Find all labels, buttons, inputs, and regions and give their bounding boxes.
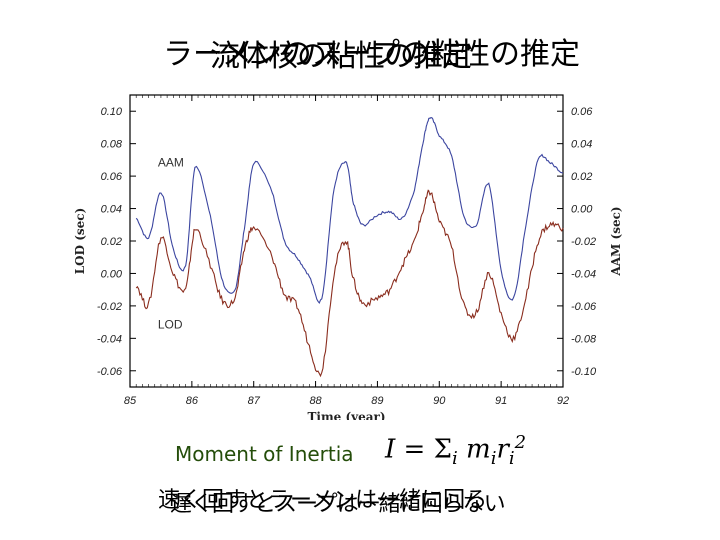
x-tick-label: 89 <box>371 395 383 407</box>
y-left-tick-label: -0.02 <box>97 301 122 313</box>
y-left-tick-label: 0.02 <box>101 236 122 248</box>
y-right-tick-label: 0.04 <box>571 139 592 151</box>
formula-mass-index: i <box>490 447 497 469</box>
slide-title: ラーメンのスープの粘性の推定 流体核の粘性の推定 <box>0 30 720 80</box>
bottom-caption-soup: 遅く回すとスープは一緒に回らない <box>170 492 506 517</box>
y-right-tick-label: -0.10 <box>571 366 597 378</box>
lod-aam-chart: 85 86 87 88 89 90 91 92 0.10 0.08 0.06 0.04 0.02 0.00… <box>73 94 623 420</box>
plot-frame <box>129 94 564 388</box>
x-tick-label: 87 <box>248 395 261 407</box>
formula-radius: r <box>496 434 509 465</box>
y-right-tick-label: 0.00 <box>571 204 593 216</box>
y-left-axis-title: LOD (sec) <box>73 208 87 275</box>
bottom-caption-ramen: 速く回すとラーメンは一緒に回る <box>158 488 488 513</box>
x-axis-title: Time (year) <box>307 410 385 420</box>
slide-title-ramen: ラーメンのスープの粘性の推定 <box>163 37 580 72</box>
x-tick-label: 88 <box>309 395 322 407</box>
y-right-axis-title: AAM (sec) <box>609 206 623 276</box>
formula-exponent: 2 <box>514 432 527 453</box>
y-right-tick-label: -0.08 <box>571 333 597 345</box>
x-tick-label: 90 <box>433 395 446 407</box>
x-tick-label: 85 <box>124 395 137 407</box>
bottom-caption: 速く回すとラーメンは一緒に回る 遅く回すとスープは一緒に回らない <box>0 478 720 518</box>
y-left-tick-label: 0.00 <box>101 268 123 280</box>
formula-sum: Σ <box>433 434 452 465</box>
series-label-lod: LOD <box>158 318 183 332</box>
formula-radius-index: i <box>508 447 515 469</box>
x-tick-label: 91 <box>495 395 507 407</box>
formula-mass: m <box>466 434 491 465</box>
y-left-tick-label: -0.06 <box>97 366 123 378</box>
y-right-tick-label: -0.02 <box>571 236 596 248</box>
y-right-tick-label: 0.02 <box>571 171 592 183</box>
y-left-tick-label: 0.10 <box>101 106 123 118</box>
y-left-tick-label: 0.08 <box>101 139 123 151</box>
formula-lhs: I <box>385 434 396 465</box>
x-tick-label: 86 <box>186 395 199 407</box>
y-left-tick-label: -0.04 <box>97 333 122 345</box>
y-left-tick-label: 0.04 <box>101 204 122 216</box>
y-right-tick-label: -0.06 <box>571 301 597 313</box>
y-right-tick-label: -0.04 <box>571 268 596 280</box>
formula-equals: = <box>403 434 426 465</box>
slide-title-fluid-core: 流体核の粘性の推定 <box>210 39 472 74</box>
formula-label: Moment of Inertia <box>175 442 354 466</box>
series-line-aam <box>135 117 564 304</box>
series-label-aam: AAM <box>158 155 184 169</box>
formula-sum-index: i <box>452 447 458 469</box>
x-tick-label: 92 <box>557 395 569 407</box>
y-right-tick-label: 0.06 <box>571 106 593 118</box>
y-left-tick-label: 0.06 <box>101 171 123 183</box>
series-line-lod <box>135 189 564 378</box>
formula-math: I = Σi miri2 <box>385 432 526 469</box>
